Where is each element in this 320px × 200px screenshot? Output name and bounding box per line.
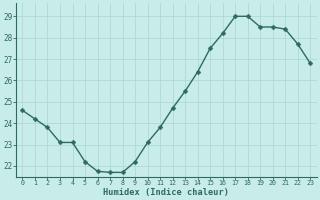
X-axis label: Humidex (Indice chaleur): Humidex (Indice chaleur) bbox=[103, 188, 229, 197]
